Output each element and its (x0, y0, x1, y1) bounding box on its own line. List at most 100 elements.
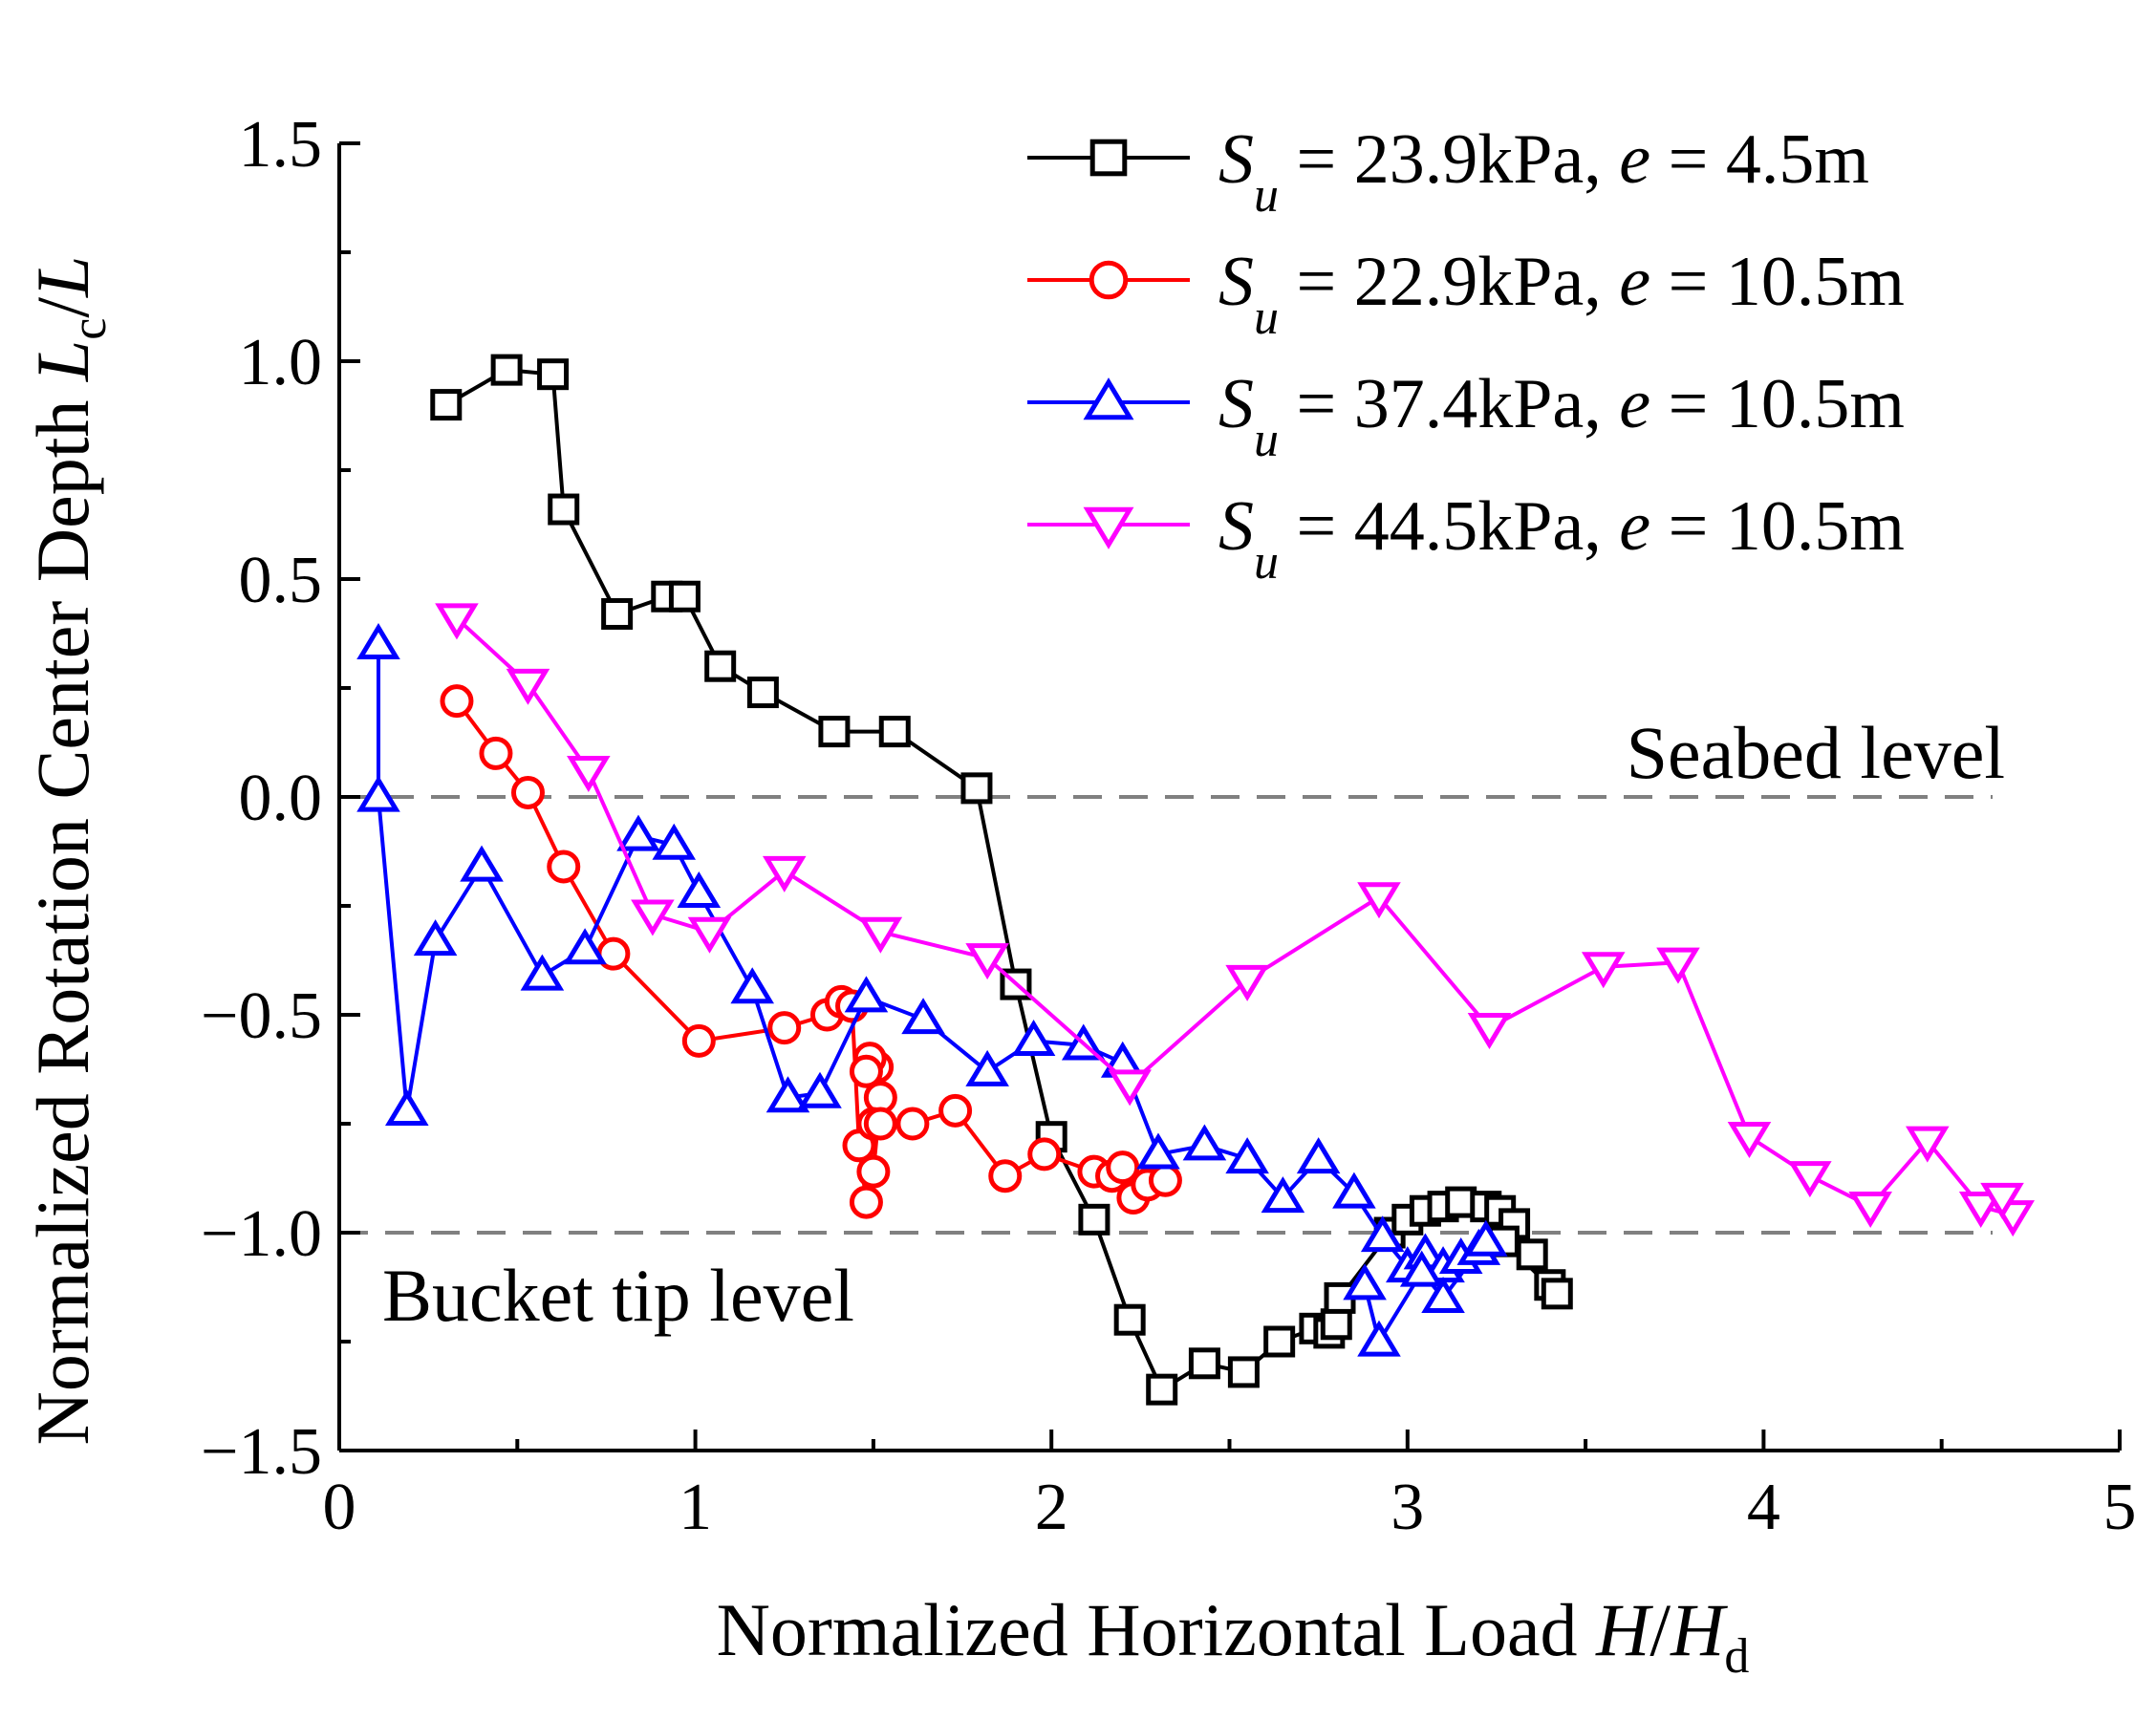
data-point (938, 1093, 973, 1128)
x-tick-label: 4 (1747, 1471, 1780, 1544)
legend-marker (1089, 260, 1129, 300)
data-point (878, 716, 911, 748)
data-point (1581, 952, 1626, 989)
data-point (1463, 1219, 1508, 1257)
legend: Su = 23.9kPa, e = 4.5m Su = 22.9kPa, e = … (1027, 120, 1905, 590)
data-point (730, 967, 775, 1004)
y-tick-label: −1.5 (201, 1415, 322, 1489)
data-point (490, 354, 523, 386)
legend-marker (1083, 377, 1134, 420)
data-point (537, 358, 570, 391)
data-point (844, 976, 889, 1013)
data-point (1360, 1215, 1405, 1253)
data-point (1958, 1192, 2003, 1228)
data-point (1225, 1137, 1269, 1174)
data-point (1078, 1203, 1110, 1236)
data-point (1357, 1320, 1401, 1357)
y-tick-label: 1.0 (239, 326, 323, 399)
data-point (1011, 1020, 1056, 1056)
bucket-tip-level-label: Bucket tip level (382, 1254, 854, 1337)
data-point (1848, 1192, 1892, 1228)
data-point (435, 603, 479, 640)
x-tick-label: 0 (323, 1471, 356, 1544)
data-point (1027, 1137, 1062, 1172)
legend-label: Su = 37.4kPa, e = 10.5m (1218, 365, 1905, 467)
data-point (652, 823, 697, 860)
data-point (677, 871, 722, 908)
y-tick-label: 0.5 (239, 544, 323, 617)
data-point (631, 899, 675, 936)
data-point (1788, 1161, 1832, 1198)
data-point (1467, 1013, 1512, 1050)
legend-entry-4: Su = 44.5kPa, e = 10.5m (1027, 487, 1905, 590)
reference-lines: Seabed level Bucket tip level (339, 711, 2005, 1337)
data-point (1182, 1124, 1227, 1161)
series-layer (356, 354, 2036, 1406)
data-point (1320, 1308, 1352, 1341)
data-point (762, 855, 807, 892)
data-point (1421, 1277, 1465, 1314)
data-point (863, 1107, 897, 1141)
data-point (356, 775, 400, 812)
x-tick-label: 5 (2103, 1471, 2137, 1544)
data-point (681, 1023, 716, 1058)
legend-label: Su = 23.9kPa, e = 4.5m (1218, 120, 1869, 223)
data-point (385, 1088, 429, 1126)
data-point (1399, 1250, 1444, 1287)
data-point (1541, 1278, 1573, 1310)
data-point (1148, 1163, 1182, 1197)
legend-marker (1089, 139, 1128, 177)
data-point (767, 1011, 802, 1045)
seabed-level-label: Seabed level (1627, 711, 2005, 794)
legend-entry-3: Su = 37.4kPa, e = 10.5m (1027, 365, 1905, 467)
data-point (988, 1159, 1023, 1193)
data-point (547, 849, 581, 884)
y-tick-label: 1.5 (239, 108, 323, 182)
data-point (1225, 964, 1269, 1001)
legend-label: Su = 22.9kPa, e = 10.5m (1218, 243, 1905, 345)
x-axis-label: Normalized Horizontal Load H/Hd (717, 1588, 1750, 1684)
data-point (413, 919, 458, 957)
data-point (1906, 1126, 1950, 1163)
y-axis-label: Normalized Rotation Center Depth Lc/L (21, 256, 117, 1446)
data-point (1261, 1176, 1305, 1214)
data-point (601, 597, 634, 630)
data-point (440, 684, 474, 719)
data-point (746, 677, 779, 709)
data-point (1227, 1356, 1260, 1388)
data-point (1727, 1122, 1772, 1159)
data-point (1980, 1182, 2024, 1219)
data-point (901, 998, 945, 1035)
data-point (858, 916, 903, 954)
data-point (1108, 1069, 1152, 1107)
data-point (563, 928, 607, 965)
data-point (1656, 947, 1700, 984)
data-point (520, 954, 565, 991)
legend-marker (1083, 506, 1134, 549)
data-point (460, 845, 504, 882)
data-point (1106, 1150, 1140, 1185)
data-point (567, 756, 611, 792)
data-point (704, 650, 737, 682)
legend-label: Su = 44.5kPa, e = 10.5m (1218, 487, 1905, 590)
data-point (1188, 1347, 1220, 1380)
x-tick-label: 2 (1035, 1471, 1068, 1544)
data-point (356, 623, 400, 660)
data-point (849, 1185, 883, 1219)
data-point (1263, 1325, 1296, 1358)
data-point (1516, 1238, 1548, 1271)
legend-entry-2: Su = 22.9kPa, e = 10.5m (1027, 243, 1905, 345)
y-tick-label: −0.5 (201, 979, 322, 1053)
data-point (965, 943, 1009, 980)
data-point (548, 493, 580, 526)
data-point (1113, 1303, 1146, 1336)
y-tick-label: −1.0 (201, 1197, 322, 1271)
data-point (1357, 882, 1401, 919)
data-point (510, 775, 545, 809)
data-point (1343, 1263, 1387, 1301)
data-point (1136, 1132, 1180, 1170)
data-point (1146, 1373, 1178, 1406)
data-point (856, 1154, 891, 1189)
data-point (430, 389, 463, 421)
